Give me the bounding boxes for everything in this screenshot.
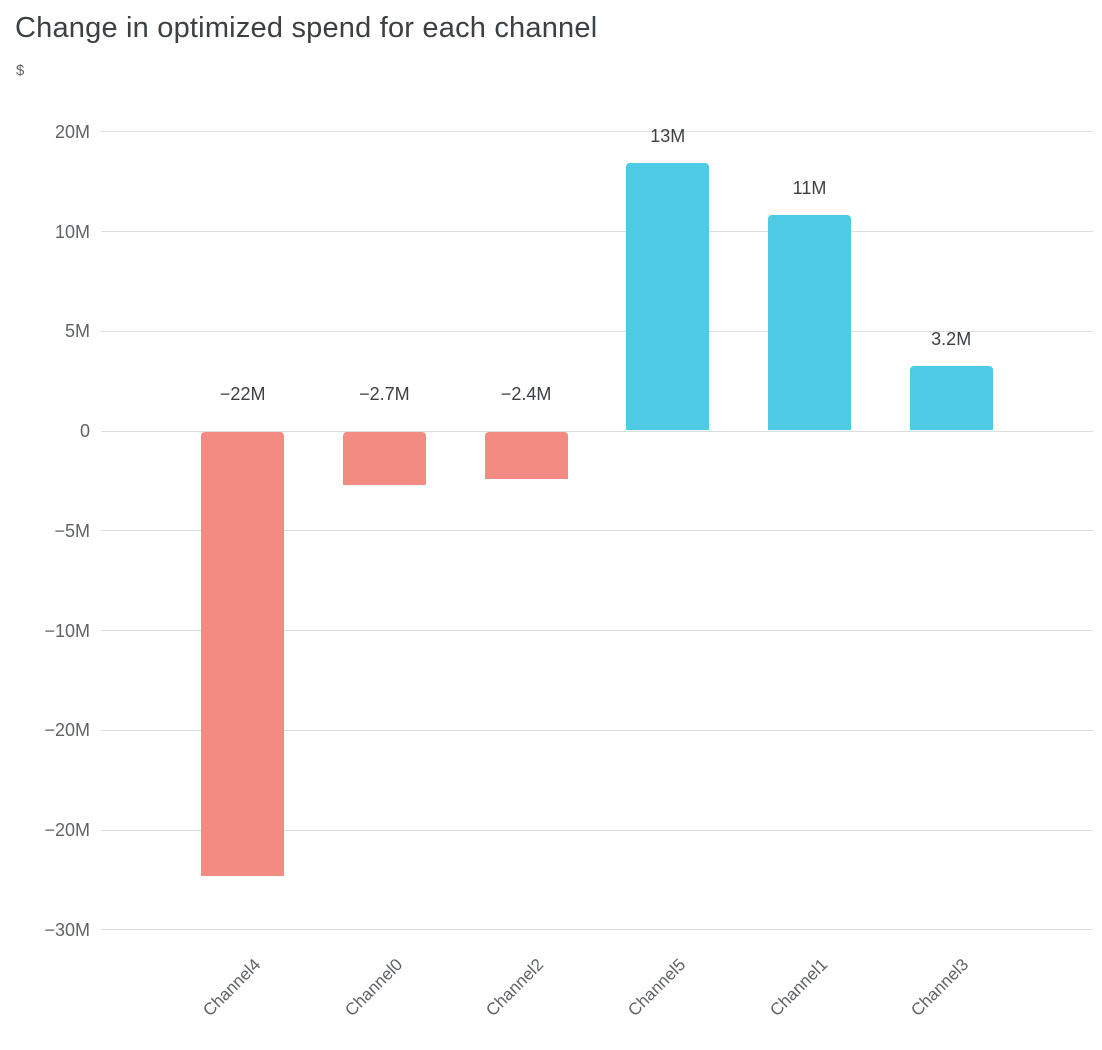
x-tick-label: Channel2 bbox=[482, 955, 548, 1020]
bar-value-label: 3.2M bbox=[931, 329, 972, 350]
bar bbox=[626, 162, 710, 430]
bar bbox=[484, 432, 568, 479]
bar bbox=[909, 366, 993, 430]
x-tick-label: Channel1 bbox=[766, 955, 831, 1020]
y-axis-unit-label: $ bbox=[16, 62, 25, 79]
y-gridline bbox=[101, 729, 1093, 731]
bar-value-label: −2.7M bbox=[359, 384, 410, 404]
bar bbox=[342, 432, 426, 485]
y-gridline bbox=[101, 330, 1093, 332]
y-tick-label: −30M bbox=[44, 920, 90, 940]
y-tick-label: −20M bbox=[44, 820, 90, 840]
bar bbox=[201, 432, 285, 876]
y-tick-label: −10M bbox=[44, 621, 90, 641]
y-gridline bbox=[101, 929, 1093, 931]
bar-value-label: −2.4M bbox=[500, 384, 552, 404]
bar-value-label: 13M bbox=[650, 125, 686, 146]
y-gridline bbox=[101, 231, 1093, 232]
x-tick-label: Channel4 bbox=[199, 955, 265, 1020]
x-tick-label: Channel3 bbox=[907, 955, 973, 1020]
y-tick-label: −5M bbox=[54, 521, 90, 541]
y-gridline bbox=[101, 829, 1093, 831]
y-tick-label: 20M bbox=[54, 122, 90, 142]
chart-title: Change in optimized spend for each chann… bbox=[15, 12, 598, 44]
bar bbox=[768, 214, 851, 430]
bar-value-label: −22M bbox=[219, 384, 266, 404]
y-tick-label: 0 bbox=[79, 421, 90, 441]
x-tick-label: Channel5 bbox=[624, 955, 690, 1020]
y-gridline bbox=[101, 530, 1093, 532]
y-gridline bbox=[101, 131, 1093, 133]
x-tick-label: Channel0 bbox=[340, 955, 406, 1020]
bar-value-label: 11M bbox=[792, 177, 827, 198]
y-tick-label: −20M bbox=[44, 720, 90, 740]
y-gridline bbox=[101, 430, 1093, 432]
y-tick-label: 10M bbox=[54, 222, 90, 242]
y-tick-label: 5M bbox=[64, 321, 90, 341]
y-gridline bbox=[101, 630, 1093, 631]
